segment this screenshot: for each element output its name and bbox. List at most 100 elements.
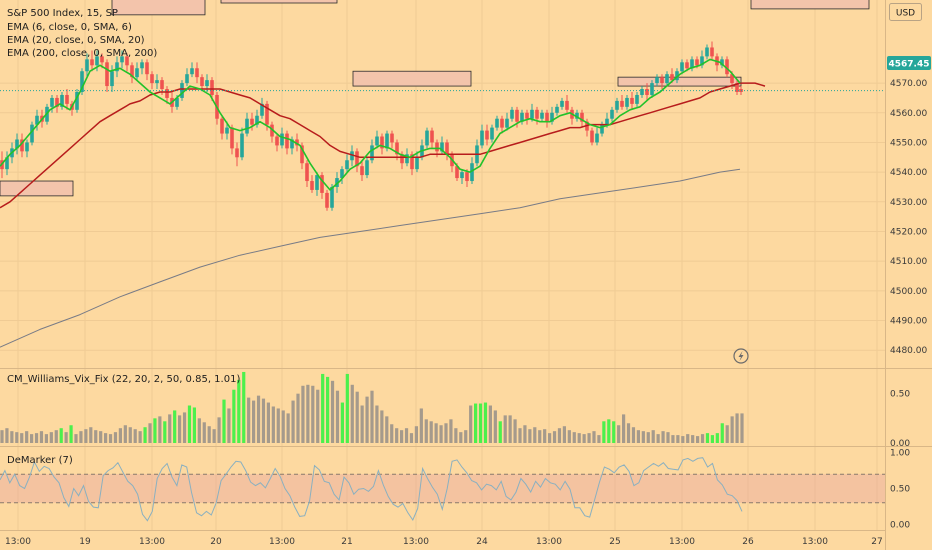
vix-bar	[740, 413, 744, 443]
candle-body	[250, 118, 254, 125]
candle-body	[445, 142, 449, 155]
currency-button[interactable]: USD	[889, 3, 922, 21]
vix-bar	[725, 425, 729, 443]
candle-body	[255, 115, 259, 125]
vix-bar	[350, 384, 354, 443]
candle-body	[400, 154, 404, 164]
candle-body	[495, 118, 499, 128]
vix-bar	[49, 432, 53, 443]
candle-body	[485, 130, 489, 140]
candle-body	[145, 62, 149, 75]
vix-bar	[646, 432, 650, 443]
vix-bar	[340, 402, 344, 443]
vix-bar	[533, 427, 537, 443]
candle-body	[295, 139, 299, 146]
candle-body	[535, 109, 539, 119]
time-tick-label: 13:00	[5, 537, 31, 547]
candle-body	[390, 133, 394, 143]
zone-box	[750, 0, 870, 10]
candle-body	[640, 89, 644, 95]
time-tick-label: 26	[742, 537, 754, 547]
vix-bar	[631, 427, 636, 443]
ema20-legend[interactable]: EMA (20, close, 0, SMA, 20)	[7, 35, 145, 46]
time-tick-label: 13:00	[139, 537, 165, 547]
candle-body	[225, 127, 229, 134]
candle-body	[200, 77, 204, 87]
candle-body	[505, 118, 509, 128]
vix-bar	[20, 433, 24, 443]
time-tick-label: 24	[476, 537, 488, 547]
candle-body	[195, 68, 199, 78]
ema6-legend[interactable]: EMA (6, close, 0, SMA, 6)	[7, 22, 132, 33]
vix-bar	[409, 433, 414, 443]
candle-body	[310, 181, 314, 190]
vix-bar	[400, 430, 404, 443]
vix-bar	[271, 406, 275, 443]
time-tick-label: 27	[871, 537, 882, 547]
candle-body	[65, 94, 69, 104]
ema200-legend[interactable]: EMA (200, close, 0, SMA, 200)	[7, 48, 157, 59]
vix-bar	[395, 428, 399, 443]
vix-bar	[89, 427, 93, 443]
vix-bar	[64, 432, 68, 443]
candle-body	[600, 124, 604, 134]
vix-bar	[582, 434, 586, 443]
symbol-title[interactable]: S&P 500 Index, 15, SP	[7, 8, 118, 19]
vix-bar	[622, 414, 626, 443]
vix-bar	[311, 385, 315, 443]
candle-body	[325, 192, 329, 208]
vix-bar	[360, 405, 364, 443]
candle-body	[415, 157, 419, 170]
vix-bar	[123, 425, 127, 443]
vix-bar	[671, 435, 675, 443]
vix-bar	[370, 390, 374, 443]
vix-bar	[488, 405, 492, 443]
vix-bar	[557, 428, 562, 443]
ema-20-line	[0, 82, 766, 209]
zone-box	[352, 70, 472, 87]
vix-bar	[345, 373, 349, 443]
vix-fix-legend[interactable]: CM_Williams_Vix_Fix (22, 20, 2, 50, 0.85…	[7, 374, 240, 385]
candle-body	[380, 136, 384, 149]
candle-body	[265, 103, 269, 125]
vix-bar	[562, 426, 566, 443]
vix-bar	[79, 431, 83, 443]
vix-bar	[128, 427, 132, 443]
price-tick-label: 4570.00	[890, 79, 927, 89]
candle-body	[150, 74, 154, 84]
vix-bar	[296, 393, 300, 443]
price-tick-label: 4490.00	[890, 317, 927, 327]
vix-bar	[656, 434, 660, 443]
candle-body	[655, 77, 659, 84]
candle-body	[375, 136, 379, 146]
vix-bar	[30, 434, 34, 443]
vix-bar	[276, 408, 280, 443]
time-tick-label: 25	[609, 537, 620, 547]
candle-body	[690, 59, 694, 69]
demarker-path	[0, 457, 743, 522]
vix-bar	[513, 419, 517, 443]
time-tick-label: 13:00	[269, 537, 295, 547]
candle-body	[490, 127, 494, 140]
vix-bar	[666, 432, 670, 443]
lightning-icon[interactable]	[733, 348, 749, 364]
demarker-legend[interactable]: DeMarker (7)	[7, 455, 73, 466]
candle-body	[635, 94, 639, 104]
vix-bar	[607, 419, 611, 443]
candle-body	[695, 59, 699, 66]
candle-body	[730, 74, 734, 84]
vix-bar	[597, 435, 601, 443]
vix-bar	[256, 395, 261, 443]
vix-bar	[710, 435, 714, 443]
candle-body	[455, 166, 459, 179]
candle-body	[80, 71, 84, 92]
ema-200-line	[0, 168, 741, 348]
vix-bar	[173, 410, 177, 443]
candle-body	[340, 169, 344, 179]
demarker-tick-label: 0.50	[890, 485, 910, 495]
vix-bar	[34, 433, 39, 443]
vix-bar	[414, 426, 418, 443]
vix-bar	[626, 423, 631, 443]
candle-body	[540, 112, 544, 119]
